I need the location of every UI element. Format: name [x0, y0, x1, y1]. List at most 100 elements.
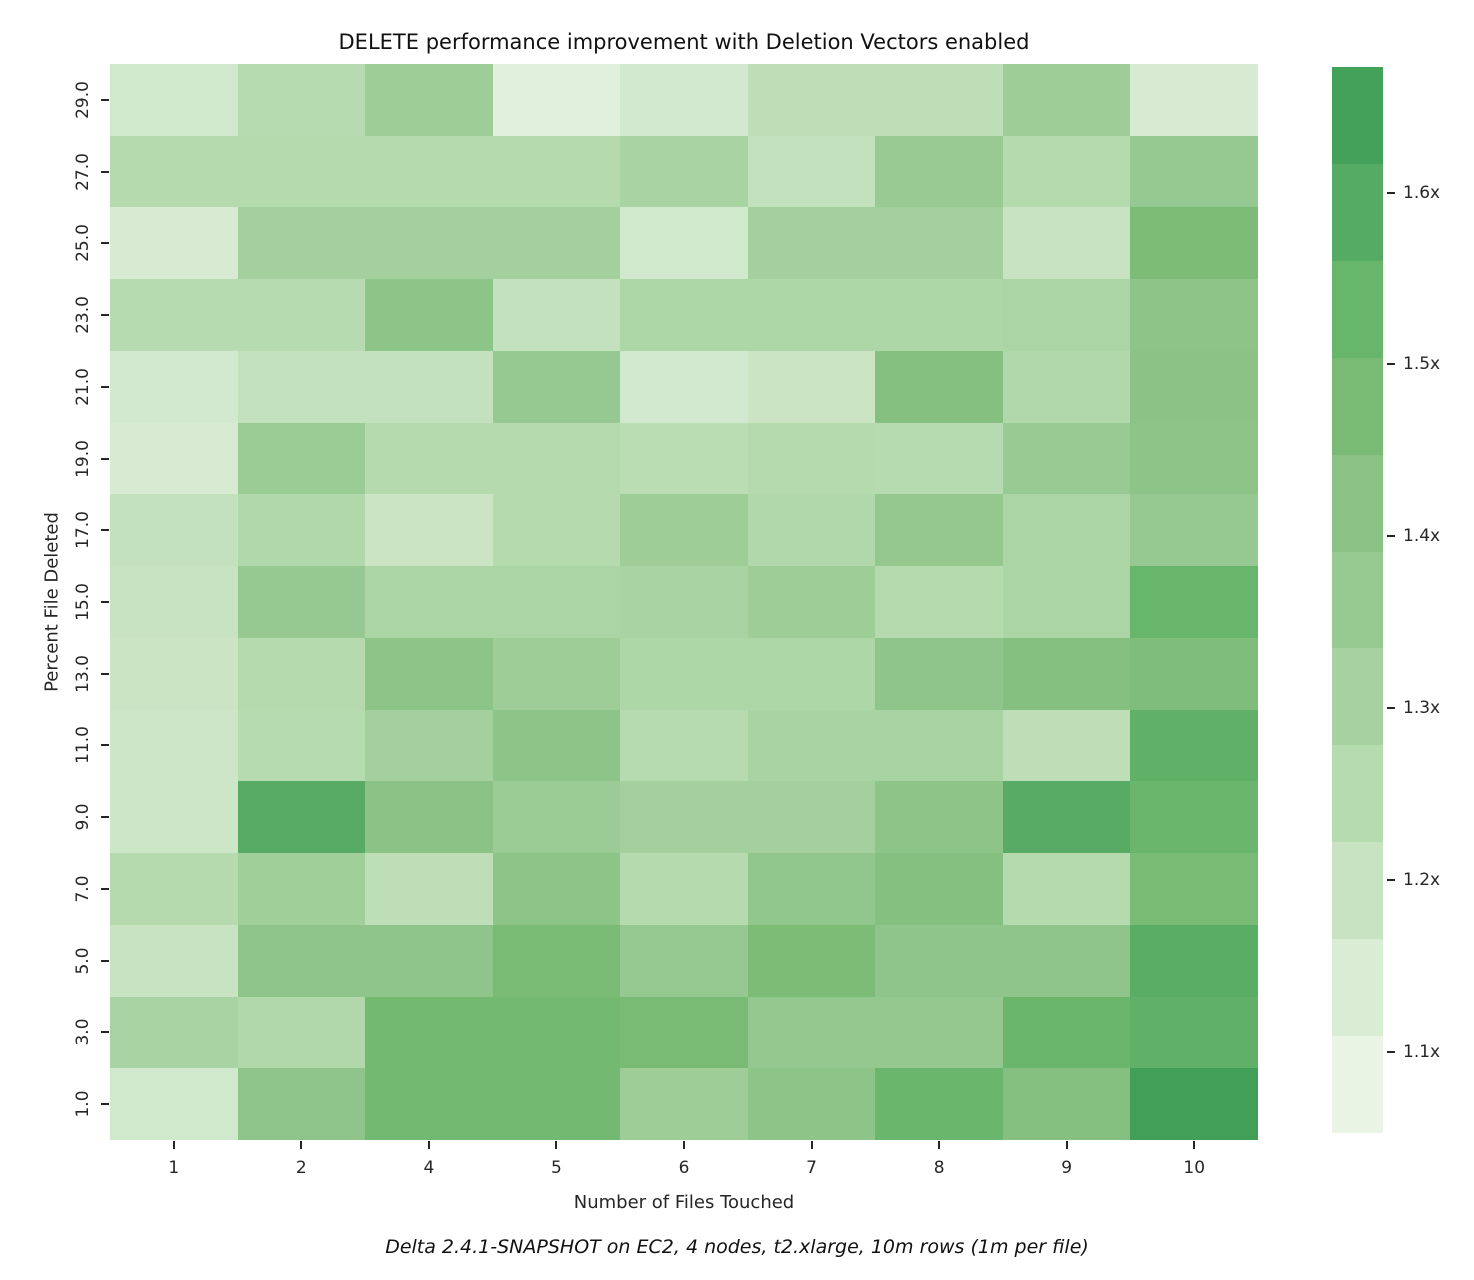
heatmap-cell	[365, 207, 493, 280]
x-tick-label: 9	[1061, 1158, 1073, 1178]
heatmap-cell	[620, 279, 748, 351]
heatmap-cell	[110, 64, 238, 136]
heatmap-cell	[747, 924, 876, 997]
heatmap-cell	[237, 494, 366, 567]
y-axis-title: Percent File Deleted	[41, 512, 63, 692]
heatmap-cell	[747, 350, 876, 423]
heatmap-cell	[110, 566, 238, 638]
heatmap-cell	[492, 1068, 621, 1140]
heatmap-cell	[237, 135, 366, 208]
colorbar-tick-mark	[1387, 1051, 1395, 1054]
heatmap-cell	[1002, 350, 1131, 423]
heatmap-cell	[1130, 207, 1258, 280]
heatmap-cell	[492, 64, 621, 136]
heatmap-cell	[747, 207, 876, 280]
x-tick-mark	[427, 1141, 430, 1149]
heatmap-cell	[620, 64, 748, 136]
y-tick-mark	[101, 672, 109, 675]
colorbar-segment	[1332, 1036, 1383, 1133]
colorbar-tick-mark	[1387, 363, 1395, 366]
heatmap-cell	[620, 996, 748, 1069]
heatmap-cell	[110, 207, 238, 280]
heatmap-cell	[1130, 494, 1258, 567]
chart-title: DELETE performance improvement with Dele…	[338, 30, 1030, 54]
heatmap-cell	[620, 350, 748, 423]
heatmap-cell	[237, 853, 366, 925]
heatmap-cell	[237, 279, 366, 351]
heatmap-cell	[1002, 207, 1131, 280]
heatmap-cell	[237, 924, 366, 997]
colorbar	[1332, 67, 1383, 1133]
colorbar-tick-mark	[1387, 879, 1395, 882]
heatmap-cell	[237, 781, 366, 854]
heatmap-cell	[747, 996, 876, 1069]
y-tick-label: 19.0	[73, 439, 93, 478]
heatmap-cell	[747, 279, 876, 351]
x-tick-mark	[938, 1141, 941, 1149]
heatmap-cell	[1002, 135, 1131, 208]
heatmap-cell	[110, 781, 238, 854]
heatmap-cell	[1130, 1068, 1258, 1140]
y-tick-label: 23.0	[73, 296, 93, 334]
x-tick-label: 8	[933, 1158, 945, 1178]
y-tick-mark	[101, 170, 109, 173]
heatmap-cell	[875, 350, 1003, 423]
y-tick-mark	[101, 1103, 109, 1106]
heatmap-cell	[1130, 996, 1258, 1069]
figure-caption: Delta 2.4.1-SNAPSHOT on EC2, 4 nodes, t2…	[385, 1236, 1089, 1258]
heatmap-cell	[237, 709, 366, 782]
heatmap-cell	[747, 709, 876, 782]
colorbar-tick-label: 1.2x	[1403, 870, 1441, 891]
heatmap-cell	[365, 1068, 493, 1140]
heatmap-cell	[492, 422, 621, 495]
y-tick-label: 11.0	[73, 726, 93, 765]
y-tick-label: 3.0	[73, 1018, 93, 1046]
x-tick-mark	[683, 1141, 685, 1149]
y-tick-mark	[101, 98, 109, 101]
heatmap-cell	[620, 422, 748, 495]
heatmap-cell	[1130, 781, 1258, 854]
heatmap-cell	[620, 494, 748, 567]
heatmap-cell	[1002, 781, 1131, 854]
colorbar-tick-label: 1.4x	[1403, 526, 1441, 547]
heatmap-cell	[492, 924, 621, 997]
heatmap-cell	[365, 135, 493, 208]
colorbar-tick-mark	[1387, 707, 1395, 710]
heatmap-cell	[747, 637, 876, 710]
heatmap-cell	[875, 853, 1003, 925]
colorbar-segment	[1332, 67, 1383, 164]
heatmap-cell	[237, 422, 366, 495]
y-tick-mark	[101, 1031, 109, 1034]
heatmap-cell	[1002, 566, 1131, 638]
y-tick-mark	[101, 601, 109, 603]
heatmap-cell	[875, 422, 1003, 495]
heatmap-cell	[620, 709, 748, 782]
colorbar-segment	[1332, 745, 1383, 843]
heatmap-cell	[110, 853, 238, 925]
heatmap-cell	[237, 64, 366, 136]
heatmap-cell	[492, 494, 621, 567]
y-tick-mark	[101, 314, 109, 317]
y-tick-label: 5.0	[73, 947, 93, 975]
x-tick-label: 1	[168, 1158, 180, 1178]
x-tick-label: 5	[551, 1158, 562, 1178]
colorbar-segment	[1332, 357, 1383, 455]
heatmap-cell	[237, 996, 366, 1069]
colorbar-tick-mark	[1387, 535, 1395, 538]
heatmap-cell	[1002, 996, 1131, 1069]
heatmap-cell	[110, 279, 238, 351]
heatmap-cell	[365, 279, 493, 351]
heatmap	[110, 64, 1258, 1140]
heatmap-cell	[1002, 924, 1131, 997]
heatmap-cell	[110, 1068, 238, 1140]
x-tick-mark	[300, 1141, 303, 1149]
y-tick-label: 29.0	[73, 80, 93, 119]
x-tick-label: 4	[423, 1158, 435, 1178]
heatmap-cell	[1002, 637, 1131, 710]
heatmap-cell	[747, 135, 876, 208]
heatmap-cell	[620, 853, 748, 925]
heatmap-cell	[875, 279, 1003, 351]
colorbar-segment	[1332, 260, 1383, 358]
heatmap-cell	[747, 566, 876, 638]
